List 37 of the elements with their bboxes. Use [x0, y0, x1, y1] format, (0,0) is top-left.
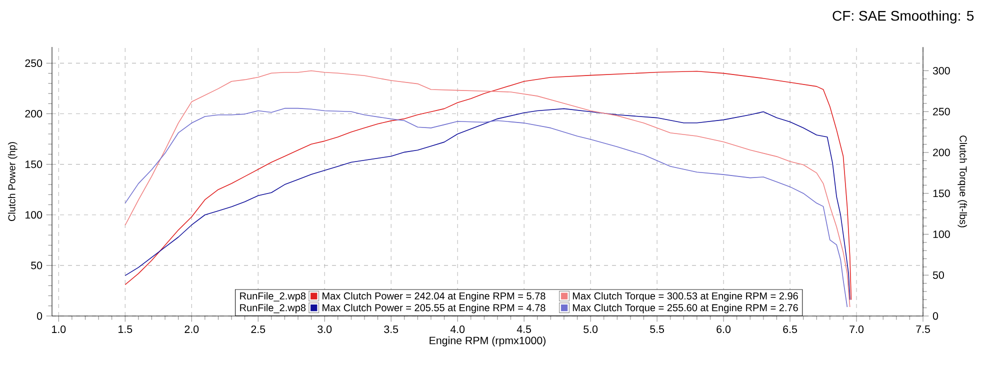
y-tick-label: 200: [25, 110, 42, 118]
y2-tick-label: 250: [933, 108, 950, 116]
x-tick-label: 5.5: [650, 326, 664, 333]
y-axis-title: Clutch Power (hp): [8, 142, 18, 222]
y-tick-label: 100: [26, 211, 42, 219]
y-tick-label: 0: [36, 312, 42, 320]
text: Max Clutch Power = 205.55 at Engine RPM = 4.78: [322, 304, 546, 314]
x-tick-label: 4.5: [516, 326, 532, 333]
text: Max Clutch Power = 242.04 at Engine RPM = 5.78: [322, 292, 546, 302]
y2-axis-title: Clutch Torque (ft-lbs): [958, 136, 968, 228]
y2-tick-label: 150: [933, 190, 950, 198]
x-tick-label: 3.0: [318, 326, 332, 334]
annotation: RunFile_2.wp8: [240, 292, 306, 302]
x-tick-label: 5.0: [584, 326, 598, 334]
y-tick-label: 250: [25, 59, 42, 67]
x-tick-label: 2.5: [251, 326, 266, 334]
text: Max Clutch Torque = 300.53 at Engine RPM = 2.96: [572, 292, 798, 302]
text: Max Clutch Torque = 255.60 at Engine RPM = 2.76: [572, 304, 798, 314]
x-tick-label: 6.0: [716, 326, 731, 334]
x-tick-label: 1.5: [118, 326, 132, 333]
y-tick-label: 50: [31, 262, 42, 270]
annotation: RunFile_2.wp8: [240, 304, 306, 314]
y2-tick-label: 0: [932, 312, 938, 320]
x-axis-title: Engine RPM (rpmx1000): [430, 336, 546, 346]
x-tick-label: 4.0: [450, 326, 465, 334]
x-tick-label: 2.0: [184, 326, 199, 334]
x-tick-label: 6.5: [783, 326, 797, 334]
x-tick-label: 3.5: [384, 326, 398, 334]
y2-tick-label: 50: [932, 271, 944, 279]
y2-tick-label: 200: [933, 148, 950, 156]
y2-tick-label: 300: [932, 66, 950, 74]
chart-subtitle: CF: SAE Smoothing: 5: [832, 10, 974, 24]
x-tick-label: 7.5: [916, 326, 930, 333]
x-tick-label: 7.0: [850, 326, 864, 334]
y2-tick-label: 100: [933, 230, 950, 238]
y-tick-label: 150: [26, 160, 42, 168]
x-tick-label: 1.0: [52, 326, 66, 334]
